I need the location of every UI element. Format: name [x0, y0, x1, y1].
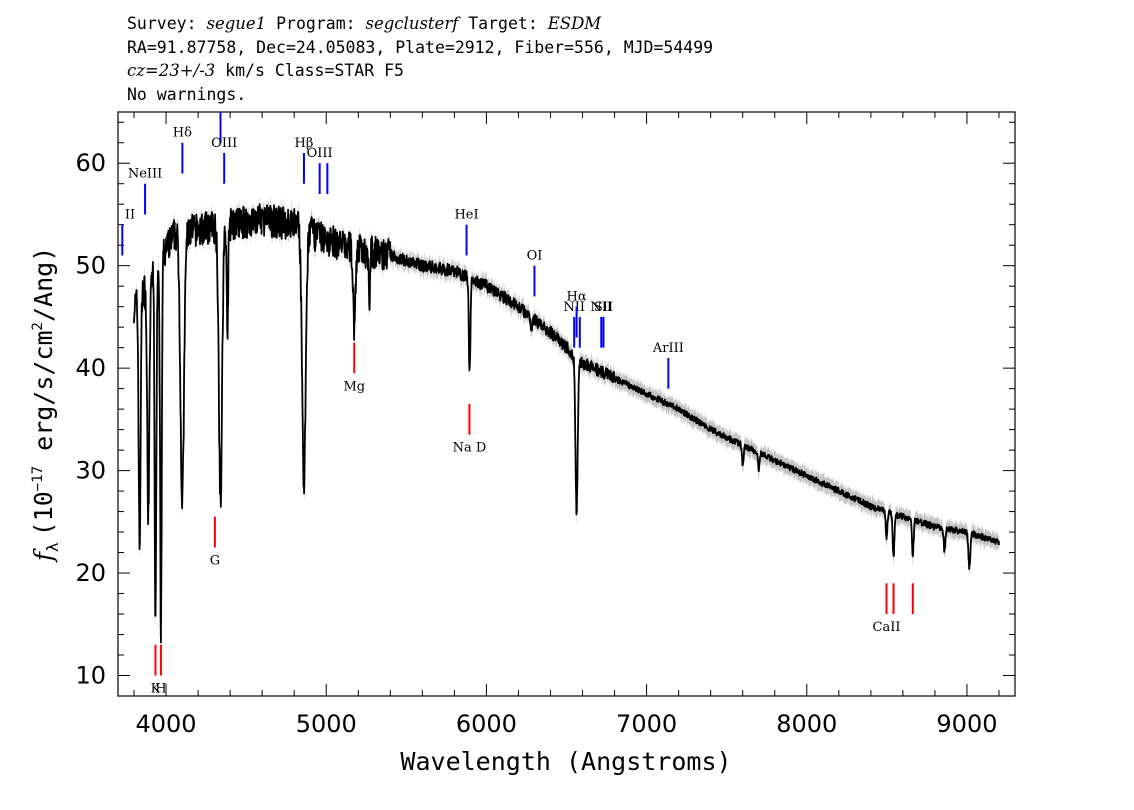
noise-band-area	[134, 196, 999, 650]
x-tick-label: 8000	[776, 710, 837, 738]
plot-frame	[117, 111, 1016, 697]
y-tick-label: 10	[75, 662, 106, 690]
program-label: Program:	[266, 14, 366, 33]
target-value: ESDM	[547, 14, 602, 33]
spectrum-line	[133, 203, 1000, 644]
emission-line-label: ArIII	[652, 341, 684, 356]
emission-line-label: Hα	[567, 290, 587, 305]
emission-line-label: OIII	[307, 146, 333, 161]
absorption-line-label: CaII	[873, 620, 901, 635]
x-tick-label: 4000	[136, 710, 197, 738]
header-line-warnings: No warnings.	[127, 84, 247, 104]
y-axis-title: fλ(10−17 erg/s/cm2/Ang)	[29, 247, 62, 564]
emission-line-label: HeI	[454, 208, 478, 223]
emission-line-label: NII	[590, 300, 612, 315]
emission-line-label: Hβ	[295, 136, 314, 151]
program-value: segclusterf	[365, 14, 459, 33]
emission-line-label: OIII	[211, 136, 237, 151]
absorption-line-label: Na D	[453, 441, 487, 456]
spectrum-series	[133, 203, 1000, 644]
emission-line-label: NII	[563, 300, 585, 315]
x-tick-label: 6000	[456, 710, 517, 738]
emission-line-label: OI	[527, 249, 543, 264]
x-tick-label: 9000	[936, 710, 997, 738]
emission-line-label: II	[125, 208, 135, 223]
absorption-line-label: G	[210, 553, 220, 568]
y-tick-label: 30	[75, 457, 106, 485]
x-axis-title: Wavelength (Angstroms)	[400, 747, 731, 776]
survey-label: Survey:	[127, 14, 207, 33]
y-tick-label: 60	[75, 149, 106, 177]
emission-line-label: SII	[594, 300, 613, 315]
absorption-line-label: K	[151, 682, 161, 697]
header-line-redshift: cz=23+/-3 km/s Class=STAR F5	[127, 59, 713, 83]
emission-line-label: Hδ	[173, 126, 192, 141]
axis-ticks: 4000 5000 6000 7000 8000 9000 10 20 30 40 50 60	[75, 112, 1015, 738]
y-tick-label: 20	[75, 559, 106, 587]
cz-value: cz=23+/-3	[127, 61, 216, 80]
header-line-survey: Survey: segue1 Program: segclusterf Targ…	[127, 12, 713, 36]
x-tick-label: 7000	[616, 710, 677, 738]
absorption-line-label: Mg	[343, 379, 365, 394]
emission-line-label: NeIII	[128, 167, 162, 182]
survey-value: segue1	[206, 14, 267, 33]
class-value: km/s Class=STAR F5	[215, 61, 404, 80]
y-tick-label: 40	[75, 354, 106, 382]
absorption-line-label: H	[155, 682, 166, 697]
x-tick-label: 5000	[296, 710, 357, 738]
header-line-coords: RA=91.87758, Dec=24.05083, Plate=2912, F…	[127, 37, 714, 57]
noise-band	[134, 196, 999, 650]
spectrum-header: Survey: segue1 Program: segclusterf Targ…	[127, 12, 713, 106]
target-label: Target:	[458, 14, 548, 33]
y-tick-label: 50	[75, 252, 106, 280]
